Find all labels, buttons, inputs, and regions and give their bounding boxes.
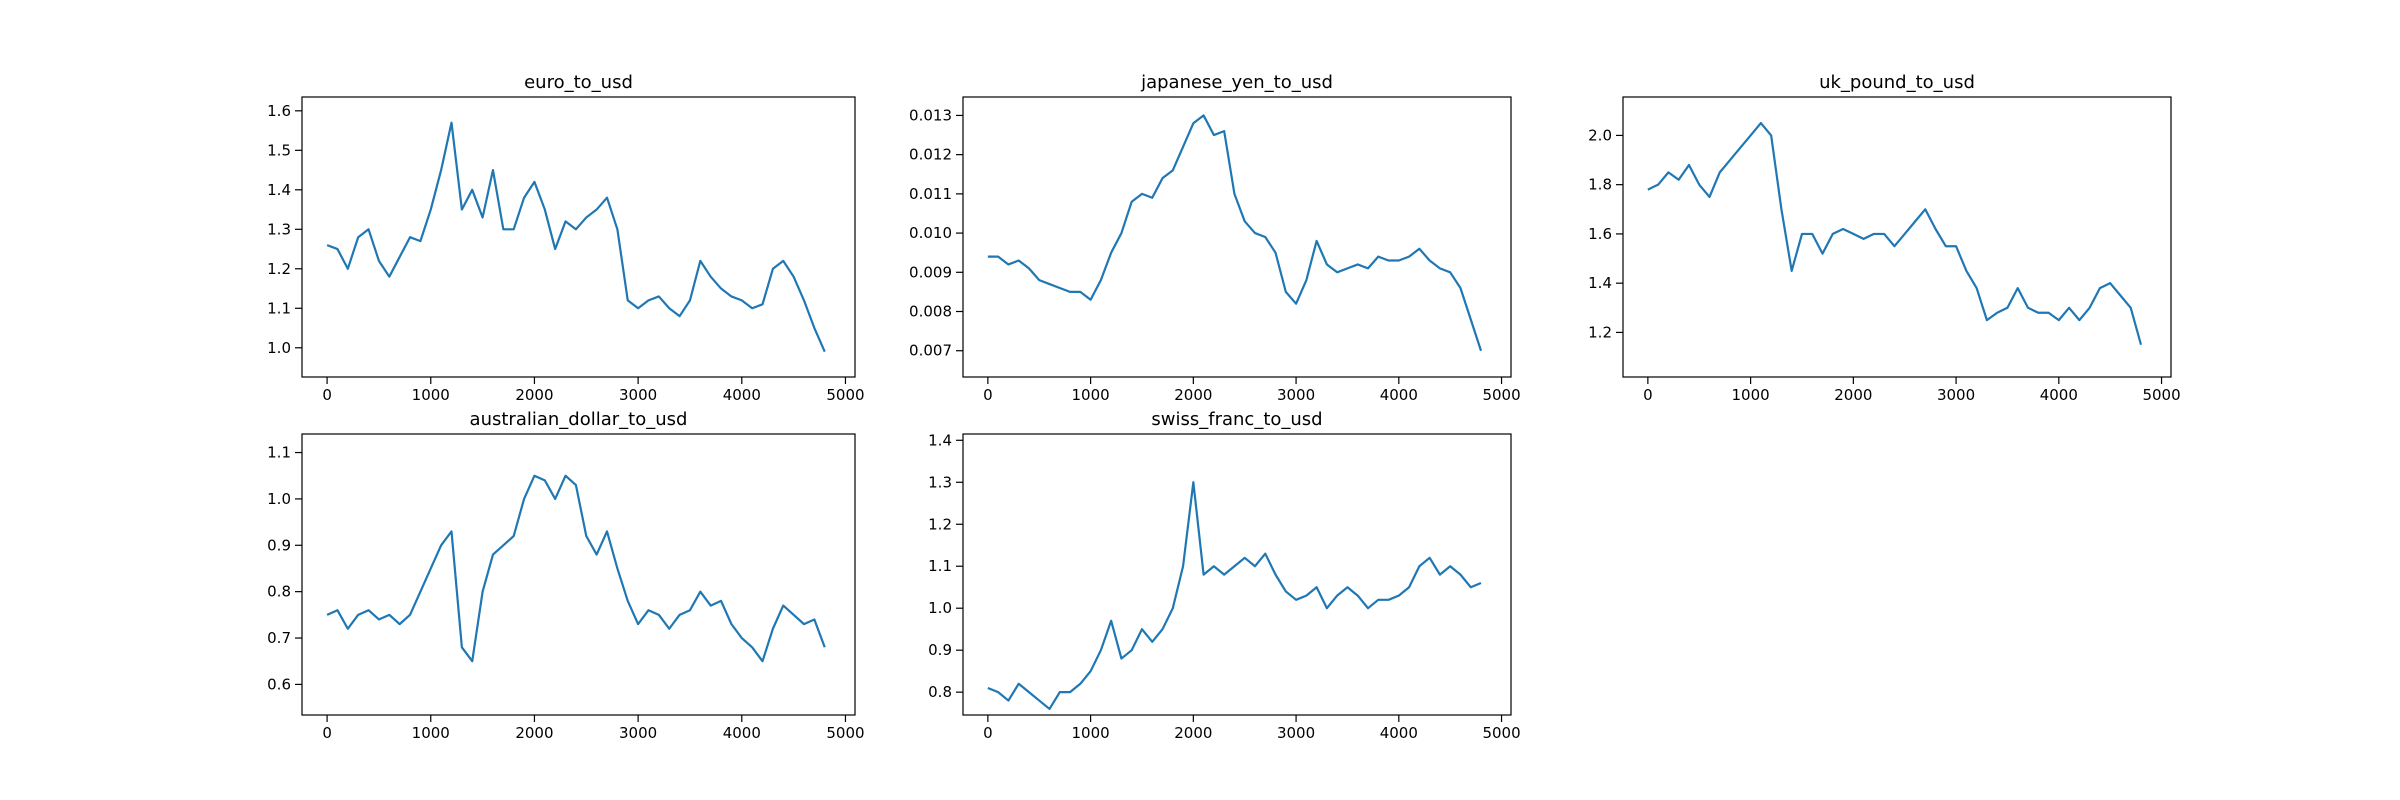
axes-frame — [962, 433, 1512, 716]
subplot-title: uk_pound_to_usd — [1819, 72, 1975, 93]
y-tick-label: 1.4 — [1588, 274, 1612, 292]
plot-area — [326, 121, 826, 353]
y-tick-label: 0.7 — [267, 629, 291, 647]
x-tick-label: 3000 — [619, 386, 657, 404]
x-tick-label: 0 — [1643, 386, 1653, 404]
y-tick-label: 1.4 — [267, 181, 291, 199]
axes-frame — [301, 96, 856, 378]
y-tick-label: 0.013 — [909, 106, 952, 124]
x-tick-label: 5000 — [1482, 386, 1520, 404]
y-tick-label: 0.009 — [909, 263, 952, 281]
y-tick-label: 1.8 — [1588, 176, 1612, 194]
y-tick-label: 1.4 — [928, 431, 952, 449]
y-tick-label: 0.8 — [267, 583, 291, 601]
plot-area — [987, 114, 1483, 352]
x-tick-label: 4000 — [723, 386, 761, 404]
data-line — [987, 481, 1482, 711]
x-tick-label: 5000 — [826, 724, 864, 742]
x-tick-label: 2000 — [515, 386, 553, 404]
y-tick-label: 1.1 — [267, 444, 291, 462]
x-tick-label: 5000 — [2142, 386, 2180, 404]
subplot: japanese_yen_to_usd 0 1000 2000 3000 4000 5000… — [909, 72, 1521, 404]
y-tick-label: 1.5 — [267, 141, 291, 159]
x-tick-label: 4000 — [1380, 386, 1418, 404]
x-tick-label: 3000 — [1277, 724, 1315, 742]
data-line — [326, 121, 826, 353]
x-tick-label: 3000 — [1937, 386, 1975, 404]
y-tick-label: 0.011 — [909, 185, 952, 203]
subplot-title: euro_to_usd — [524, 72, 633, 93]
y-tick-label: 1.3 — [928, 473, 952, 491]
y-tick-label: 1.0 — [267, 339, 291, 357]
x-tick-label: 3000 — [619, 724, 657, 742]
x-tick-label: 1000 — [1732, 386, 1770, 404]
x-tick-label: 3000 — [1277, 386, 1315, 404]
x-tick-label: 4000 — [723, 724, 761, 742]
y-tick-label: 1.1 — [928, 557, 952, 575]
y-tick-label: 1.2 — [928, 515, 952, 533]
x-tick-label: 2000 — [1834, 386, 1872, 404]
x-tick-label: 2000 — [515, 724, 553, 742]
x-tick-label: 1000 — [412, 724, 450, 742]
y-tick-label: 2.0 — [1588, 126, 1612, 144]
x-tick-label: 4000 — [2040, 386, 2078, 404]
subplot: swiss_franc_to_usd 0 1000 2000 3000 4000 5000 0… — [928, 409, 1521, 742]
y-tick-label: 0.9 — [267, 536, 291, 554]
y-tick-label: 1.2 — [1588, 323, 1612, 341]
x-tick-label: 0 — [322, 386, 332, 404]
x-tick-label: 4000 — [1380, 724, 1418, 742]
x-tick-label: 1000 — [1072, 724, 1110, 742]
subplot-title: swiss_franc_to_usd — [1151, 409, 1322, 430]
y-tick-label: 0.008 — [909, 303, 952, 321]
y-tick-label: 0.9 — [928, 641, 952, 659]
subplot-title: australian_dollar_to_usd — [470, 409, 688, 430]
subplot: australian_dollar_to_usd 0 1000 2000 3000 400… — [267, 409, 864, 742]
x-tick-label: 1000 — [1072, 386, 1110, 404]
y-tick-label: 0.6 — [267, 675, 291, 693]
plot-area — [326, 474, 826, 663]
x-tick-label: 0 — [983, 724, 993, 742]
subplot-title: japanese_yen_to_usd — [1140, 72, 1333, 93]
x-tick-label: 5000 — [1482, 724, 1520, 742]
subplot: euro_to_usd 0 1000 2000 3000 4000 5000 1.0 1.1 1.… — [267, 72, 864, 404]
plot-area — [987, 481, 1482, 711]
y-tick-label: 0.007 — [909, 342, 952, 360]
y-tick-label: 1.0 — [267, 490, 291, 508]
y-tick-label: 1.6 — [1588, 225, 1612, 243]
y-tick-label: 1.1 — [267, 299, 291, 317]
axes-frame — [1622, 96, 2172, 378]
x-tick-label: 0 — [322, 724, 332, 742]
y-tick-label: 0.012 — [909, 146, 952, 164]
y-tick-label: 1.6 — [267, 102, 291, 120]
data-line — [326, 474, 826, 663]
data-line — [1647, 122, 2143, 346]
y-tick-label: 0.8 — [928, 683, 952, 701]
y-tick-label: 1.3 — [267, 220, 291, 238]
data-line — [987, 114, 1483, 352]
x-tick-label: 5000 — [826, 386, 864, 404]
x-tick-label: 1000 — [412, 386, 450, 404]
x-tick-label: 2000 — [1174, 386, 1212, 404]
x-tick-label: 0 — [983, 386, 993, 404]
y-tick-label: 0.010 — [909, 224, 952, 242]
axes-frame — [962, 96, 1512, 378]
axes-frame — [301, 433, 856, 716]
subplot: uk_pound_to_usd 0 1000 2000 3000 4000 5000 1.2 1… — [1588, 72, 2181, 404]
x-tick-label: 2000 — [1174, 724, 1212, 742]
plot-area — [1647, 122, 2143, 346]
y-tick-label: 1.2 — [267, 260, 291, 278]
y-tick-label: 1.0 — [928, 599, 952, 617]
